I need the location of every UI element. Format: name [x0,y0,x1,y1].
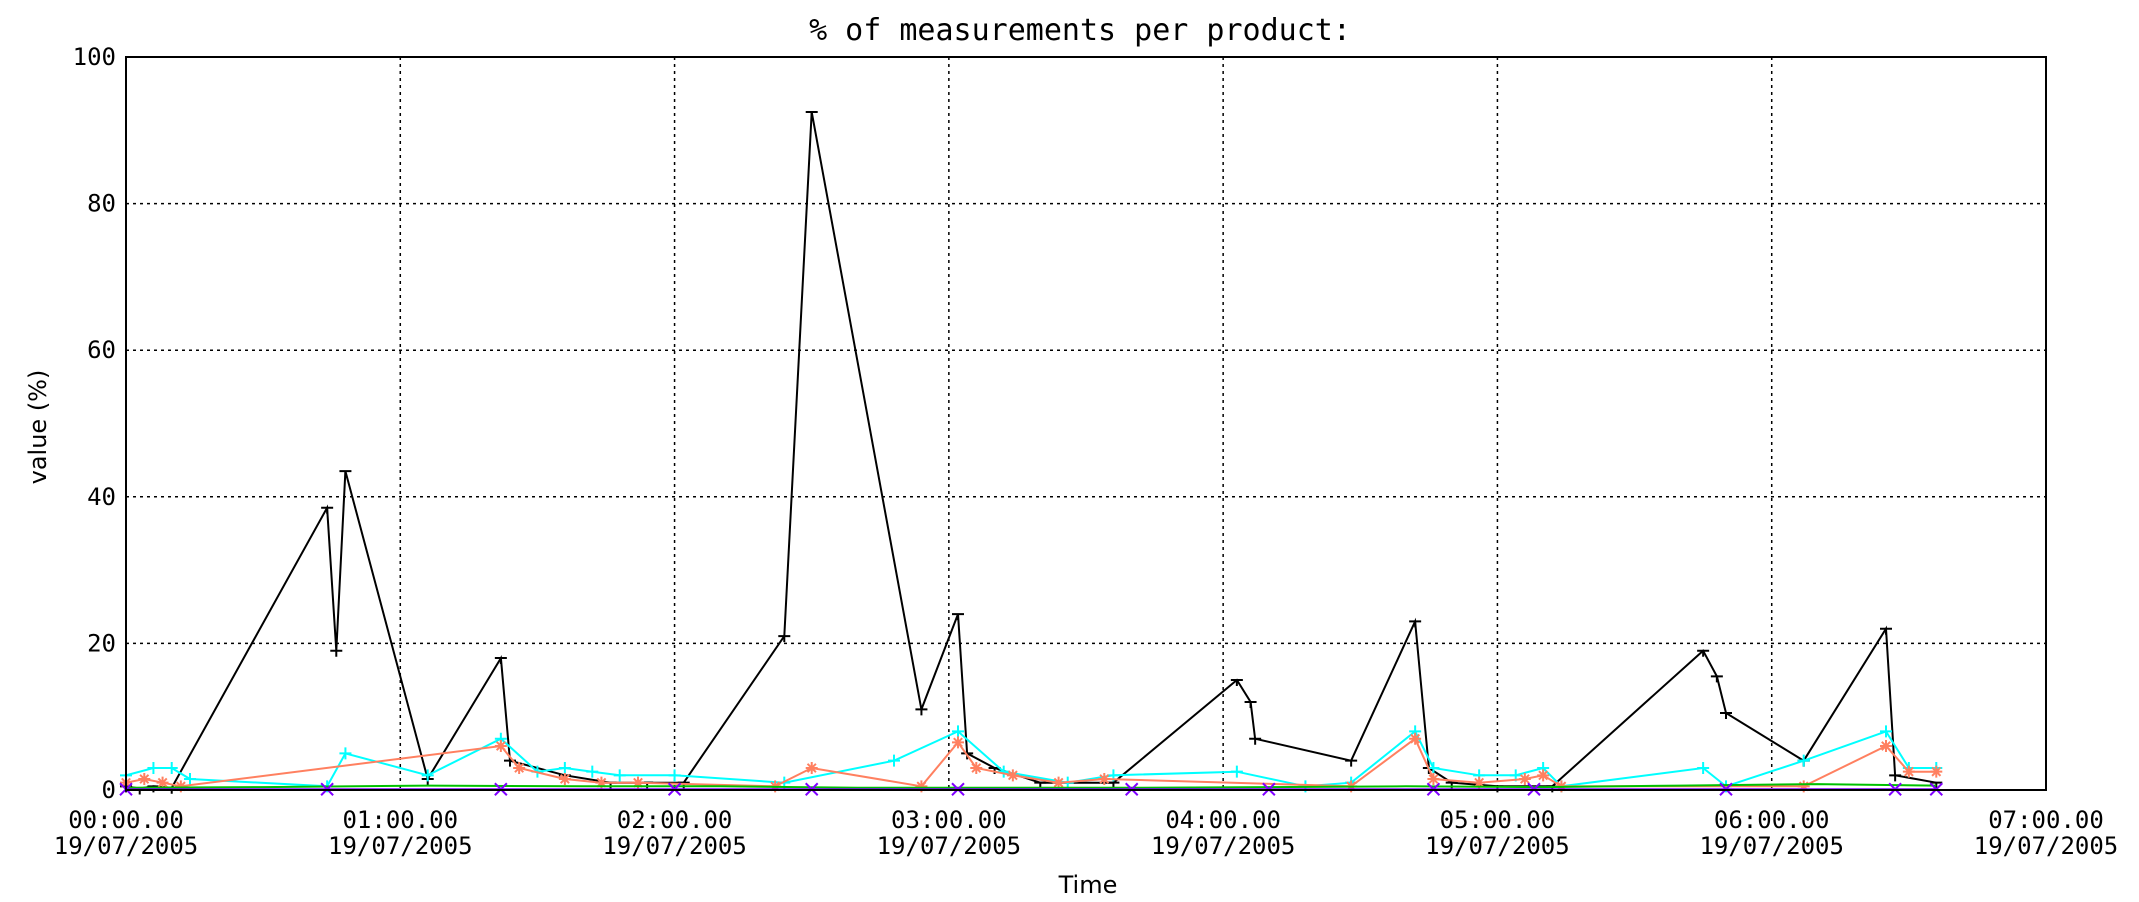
data-point [805,110,818,118]
data-point [1697,762,1710,775]
data-point [1098,773,1111,786]
data-point [156,776,169,789]
x-axis-label: Time [1058,871,1118,899]
data-point [952,725,964,738]
data-point [1244,701,1257,709]
series-2 [120,732,1943,793]
data-point [174,780,187,793]
data-point [1409,620,1422,628]
data-point [952,613,964,621]
data-point [1473,776,1486,789]
data-point [1797,780,1810,793]
data-point [915,708,928,716]
x-tick-time: 00:00.00 [68,806,184,834]
data-point [339,470,352,478]
data-point [147,762,160,775]
data-point [1880,627,1892,635]
data-point [1930,765,1943,778]
data-point [494,657,507,665]
x-tick-time: 07:00.00 [1988,806,2104,834]
data-point [668,769,681,782]
data-point [1518,773,1531,786]
data-point [778,635,791,643]
data-point [1249,737,1262,745]
y-tick-label: 20 [87,629,116,657]
data-point [1345,759,1358,767]
y-tick-label: 80 [87,190,116,218]
data-point [1230,765,1243,778]
series-3 [125,783,1937,789]
data-point [970,762,983,775]
data-point [558,762,571,775]
x-tick-date: 19/07/2005 [1699,832,1844,860]
y-tick-label: 100 [73,43,116,71]
y-axis-label: value (%) [24,370,52,485]
data-point [330,649,343,657]
data-point [1720,712,1732,720]
data-point [1697,649,1710,657]
plot-frame [125,56,2047,791]
data-point [1427,773,1440,786]
data-point [339,747,352,760]
series-line [125,783,1937,789]
data-point [1537,769,1550,782]
series-line [125,111,1937,790]
data-point [915,780,928,793]
data-point [165,762,178,775]
series-line [125,729,1937,788]
x-tick-time: 05:00.00 [1440,806,1556,834]
data-point [558,773,571,786]
series-line [125,737,1937,788]
data-point [888,754,900,767]
x-tick-time: 04:00.00 [1165,806,1281,834]
x-tick-date: 19/07/2005 [1974,832,2119,860]
data-point [1880,740,1892,753]
data-point [421,769,434,782]
data-point [1902,765,1915,778]
x-tick-date: 19/07/2005 [1425,832,1570,860]
y-tick-label: 0 [102,776,116,804]
data-point [184,773,196,786]
data-point [1230,679,1243,687]
data-point [1710,675,1723,683]
ticks: 02040608010000:00.0019/07/200501:00.0019… [54,43,2119,860]
data-point [586,765,599,778]
data-point [1889,774,1902,782]
data-point [494,740,507,753]
x-tick-date: 19/07/2005 [54,832,199,860]
data-point [595,776,608,789]
data-point [805,762,818,775]
data-point [138,773,151,786]
x-tick-time: 06:00.00 [1714,806,1830,834]
grid [126,57,2046,790]
data-point [1052,776,1065,789]
series-layer [119,110,1943,796]
x-tick-date: 19/07/2005 [602,832,747,860]
data-point [613,769,626,782]
x-tick-time: 01:00.00 [342,806,458,834]
y-tick-label: 40 [87,483,116,511]
data-point [1006,769,1019,782]
chart-title: % of measurements per product: [809,13,1351,48]
data-point [952,736,964,749]
data-point [1797,754,1810,767]
data-point [632,776,644,789]
data-point [1409,732,1422,745]
data-point [321,506,334,514]
data-point [513,762,526,775]
data-point [1880,725,1892,738]
x-tick-date: 19/07/2005 [328,832,473,860]
x-tick-time: 03:00.00 [891,806,1007,834]
series-0 [120,110,1943,795]
x-tick-time: 02:00.00 [617,806,733,834]
x-tick-date: 19/07/2005 [1151,832,1296,860]
y-tick-label: 60 [87,336,116,364]
x-tick-date: 19/07/2005 [877,832,1022,860]
